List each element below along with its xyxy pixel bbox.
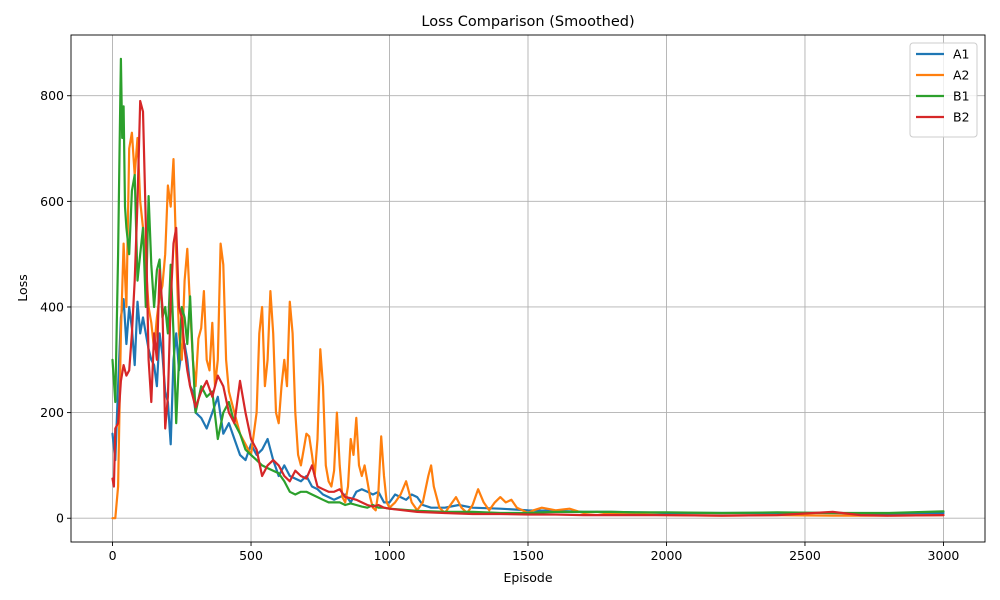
legend-label-b1: B1 <box>953 89 970 104</box>
legend-label-a1: A1 <box>953 47 970 62</box>
y-tick-label: 0 <box>56 511 64 526</box>
x-axis-ticks: 0 500 1000 1500 2000 2500 3000 <box>109 542 960 563</box>
series-lines <box>111 57 945 520</box>
x-axis-label: Episode <box>503 570 552 585</box>
y-tick-label: 800 <box>40 88 64 103</box>
x-tick-label: 3000 <box>928 548 960 563</box>
y-tick-label: 400 <box>40 299 64 314</box>
x-tick-label: 2000 <box>651 548 683 563</box>
y-axis-ticks: 0 200 400 600 800 <box>40 88 71 526</box>
y-axis-label: Loss <box>15 274 30 301</box>
legend-label-b2: B2 <box>953 110 970 125</box>
x-tick-label: 500 <box>239 548 263 563</box>
chart-title: Loss Comparison (Smoothed) <box>421 14 634 30</box>
x-tick-label: 1500 <box>512 548 544 563</box>
x-tick-label: 1000 <box>374 548 406 563</box>
y-tick-label: 600 <box>40 194 64 209</box>
y-tick-label: 200 <box>40 405 64 420</box>
legend: A1 A2 B1 B2 <box>909 42 978 138</box>
series-line-b2 <box>111 99 945 517</box>
x-tick-label: 0 <box>109 548 117 563</box>
x-tick-label: 2500 <box>789 548 821 563</box>
legend-box <box>909 42 978 138</box>
legend-label-a2: A2 <box>953 68 970 83</box>
grid <box>71 35 985 542</box>
